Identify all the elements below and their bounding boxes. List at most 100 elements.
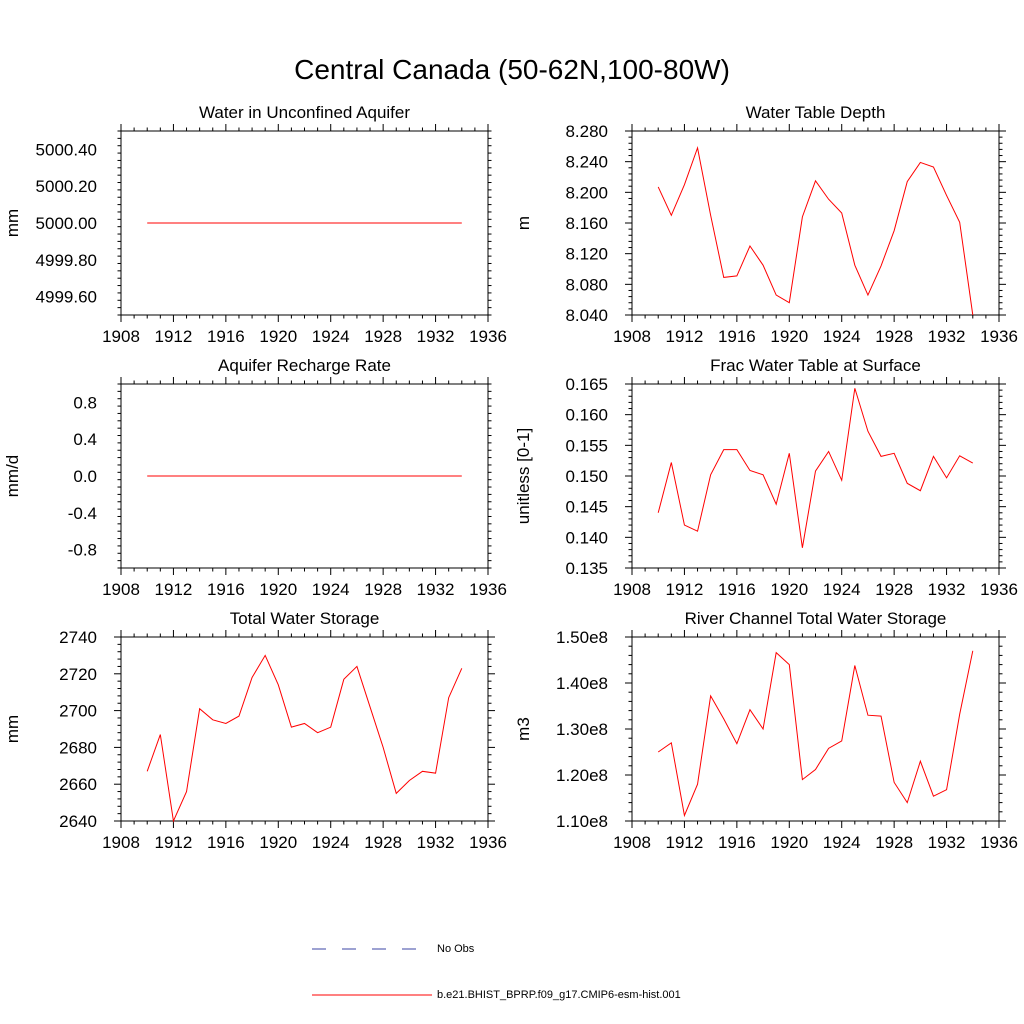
y-tick-label: 8.080 <box>565 275 608 294</box>
legend-label-no-obs: No Obs <box>437 943 475 955</box>
x-tick-label: 1908 <box>102 833 140 852</box>
y-tick-label: 0.155 <box>565 436 608 455</box>
panel-2: Water Table Depth m 1908 1912 1916 1920 1924 19… <box>514 103 1018 346</box>
x-tick-label: 1936 <box>980 833 1018 852</box>
y-tick-label: 2740 <box>59 628 97 647</box>
x-tick-label: 1908 <box>613 833 651 852</box>
y-tick-label: 2660 <box>59 775 97 794</box>
x-tick-label: 1928 <box>875 327 913 346</box>
y-tick-label: 0.160 <box>565 406 608 425</box>
x-tick-label: 1932 <box>928 327 966 346</box>
x-tick-label: 1932 <box>928 580 966 599</box>
y-axis-label: m3 <box>514 717 533 741</box>
panel-1: Water in Unconfined Aquifer mm 1908 1912 191… <box>3 103 507 346</box>
panel-title: Total Water Storage <box>230 609 380 628</box>
y-tick-label: 0.140 <box>565 528 608 547</box>
series-line <box>657 650 974 818</box>
y-axis-label: mm/d <box>3 455 22 498</box>
y-tick-label: 4999.60 <box>36 288 97 307</box>
plot-frame <box>120 636 489 822</box>
y-tick-label: 8.240 <box>565 153 608 172</box>
y-tick-label: 2700 <box>59 702 97 721</box>
x-tick-label: 1916 <box>207 580 245 599</box>
x-tick-label: 1924 <box>312 580 350 599</box>
y-tick-label: 1.30e8 <box>556 720 608 739</box>
x-tick-label: 1924 <box>312 327 350 346</box>
y-tick-label: 0.0 <box>73 467 97 486</box>
x-tick-label: 1912 <box>666 833 704 852</box>
legend <box>312 948 432 996</box>
y-tick-label: 5000.20 <box>36 177 97 196</box>
y-tick-label: 0.150 <box>565 467 608 486</box>
x-tick-label: 1924 <box>823 580 861 599</box>
x-tick-label: 1924 <box>312 833 350 852</box>
panel-title: Water in Unconfined Aquifer <box>199 103 410 122</box>
y-tick-label: 5000.00 <box>36 214 97 233</box>
x-tick-label: 1932 <box>928 833 966 852</box>
x-tick-label: 1928 <box>364 580 402 599</box>
x-tick-label: 1924 <box>823 833 861 852</box>
y-axis-label: m <box>514 216 533 230</box>
x-tick-label: 1908 <box>102 580 140 599</box>
y-tick-label: 0.165 <box>565 375 608 394</box>
y-tick-label: 2680 <box>59 738 97 757</box>
y-tick-label: -0.4 <box>68 504 97 523</box>
panel-grid: Water in Unconfined Aquifer mm 1908 1912 191… <box>3 103 1018 852</box>
x-tick-label: 1928 <box>364 327 402 346</box>
x-tick-label: 1932 <box>417 327 455 346</box>
x-tick-label: 1912 <box>155 833 193 852</box>
y-tick-label: 8.280 <box>565 122 608 141</box>
panel-5: Total Water Storage mm 1908 1912 1916 1920 192… <box>3 609 507 852</box>
x-tick-label: 1936 <box>469 580 507 599</box>
x-tick-label: 1908 <box>102 327 140 346</box>
y-tick-label: 1.10e8 <box>556 812 608 831</box>
x-tick-label: 1932 <box>417 833 455 852</box>
y-tick-label: 2640 <box>59 812 97 831</box>
y-tick-label: 8.040 <box>565 306 608 325</box>
x-tick-label: 1920 <box>259 327 297 346</box>
y-tick-label: 0.135 <box>565 559 608 578</box>
plot-frame <box>631 383 1000 569</box>
x-tick-label: 1916 <box>718 833 756 852</box>
y-tick-label: 4999.80 <box>36 251 97 270</box>
series-line <box>657 388 974 548</box>
x-tick-label: 1916 <box>718 580 756 599</box>
y-tick-label: 8.160 <box>565 214 608 233</box>
x-tick-label: 1936 <box>469 833 507 852</box>
y-tick-label: 1.20e8 <box>556 766 608 785</box>
x-tick-label: 1912 <box>666 327 704 346</box>
panel-3: Aquifer Recharge Rate mm/d 1908 1912 1916 192… <box>3 356 507 599</box>
y-axis-label: unitless [0-1] <box>514 428 533 524</box>
x-tick-label: 1916 <box>207 327 245 346</box>
plot-frame <box>631 130 1000 316</box>
x-tick-label: 1920 <box>770 327 808 346</box>
figure-title: Central Canada (50-62N,100-80W) <box>294 54 730 85</box>
panel-title: Water Table Depth <box>746 103 886 122</box>
y-axis-label: mm <box>3 715 22 743</box>
y-tick-label: 5000.40 <box>36 140 97 159</box>
x-tick-label: 1920 <box>259 833 297 852</box>
x-tick-label: 1912 <box>155 327 193 346</box>
y-tick-label: 2720 <box>59 665 97 684</box>
legend-label-model: b.e21.BHIST_BPRP.f09_g17.CMIP6-esm-hist.… <box>437 989 681 1001</box>
panel-title: Frac Water Table at Surface <box>710 356 921 375</box>
y-tick-label: 1.40e8 <box>556 674 608 693</box>
panel-title: Aquifer Recharge Rate <box>218 356 391 375</box>
y-tick-label: 8.120 <box>565 245 608 264</box>
y-tick-label: -0.8 <box>68 541 97 560</box>
x-tick-label: 1924 <box>823 327 861 346</box>
x-tick-label: 1908 <box>613 327 651 346</box>
x-tick-label: 1936 <box>980 327 1018 346</box>
x-tick-label: 1920 <box>259 580 297 599</box>
panel-4: Frac Water Table at Surface unitless [0-1… <box>514 356 1018 599</box>
x-tick-label: 1916 <box>718 327 756 346</box>
x-tick-label: 1912 <box>155 580 193 599</box>
x-tick-label: 1912 <box>666 580 704 599</box>
x-tick-label: 1928 <box>364 833 402 852</box>
y-tick-label: 0.8 <box>73 393 97 412</box>
x-tick-label: 1908 <box>613 580 651 599</box>
series-line <box>657 145 974 316</box>
y-tick-label: 0.145 <box>565 498 608 517</box>
panel-title: River Channel Total Water Storage <box>685 609 947 628</box>
